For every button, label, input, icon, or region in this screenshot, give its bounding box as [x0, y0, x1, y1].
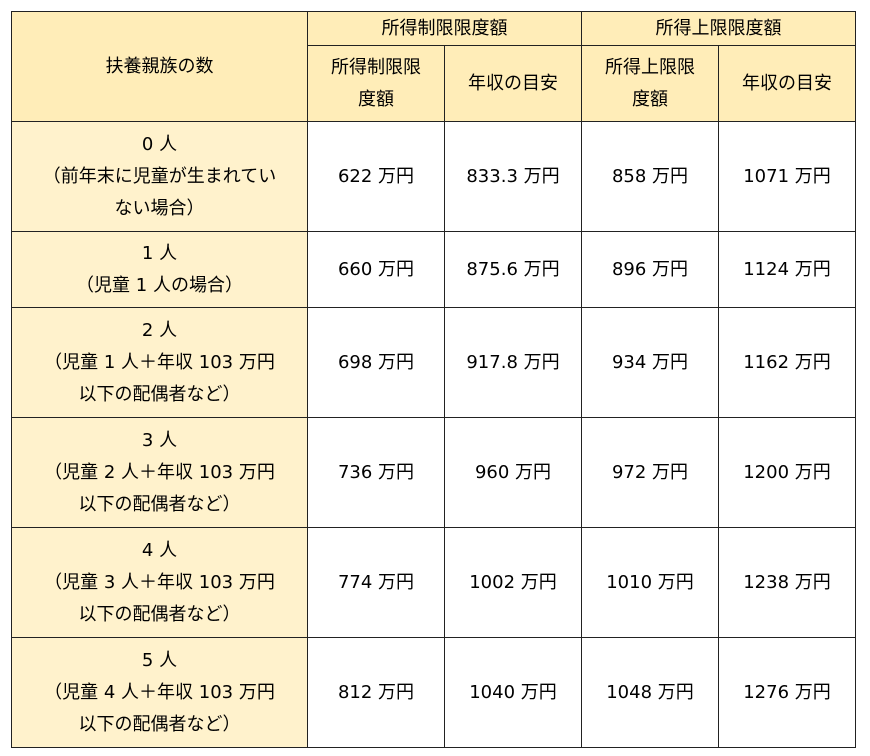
row-label-line: （児童 4 人＋年収 103 万円	[44, 681, 275, 703]
table-row: 1 人 （児童 1 人の場合） 660 万円 875.6 万円 896 万円 1…	[11, 231, 856, 308]
row-label-line: （児童 1 人＋年収 103 万円	[44, 351, 275, 373]
cell-annual-income: 1040 万円	[444, 637, 582, 748]
subheader-upper-limit-amount: 所得上限限 度額	[581, 45, 719, 122]
table-row: 0 人 （前年末に児童が生まれてい ない場合） 622 万円 833.3 万円 …	[11, 121, 856, 232]
cell-income-limit: 660 万円	[307, 231, 445, 308]
cell-annual-income: 917.8 万円	[444, 307, 582, 418]
cell-income-limit: 774 万円	[307, 527, 445, 638]
row-label: 2 人 （児童 1 人＋年収 103 万円 以下の配偶者など）	[11, 307, 308, 418]
cell-annual-income-upper: 1124 万円	[718, 231, 856, 308]
cell-annual-income-upper: 1200 万円	[718, 417, 856, 528]
header-income-limit: 所得制限限度額	[307, 11, 582, 46]
cell-income-limit: 812 万円	[307, 637, 445, 748]
subheader-line: 所得制限限	[331, 56, 421, 78]
cell-annual-income: 875.6 万円	[444, 231, 582, 308]
row-label-line: 1 人	[141, 242, 178, 264]
table-row: 5 人 （児童 4 人＋年収 103 万円 以下の配偶者など） 812 万円 1…	[11, 637, 856, 748]
row-label-line: （児童 2 人＋年収 103 万円	[44, 461, 275, 483]
row-label-line: ない場合）	[114, 197, 205, 219]
header-dependents-count: 扶養親族の数	[11, 11, 308, 122]
row-label-line: 2 人	[141, 319, 178, 341]
income-limit-table-wrapper: 扶養親族の数 所得制限限度額 所得上限限度額 所得制限限 度額 年収の目安 所得…	[11, 11, 856, 748]
row-label-line: 4 人	[141, 539, 178, 561]
cell-income-limit: 622 万円	[307, 121, 445, 232]
cell-annual-income-upper: 1238 万円	[718, 527, 856, 638]
row-label-line: 5 人	[141, 649, 178, 671]
subheader-line: 所得上限限	[605, 56, 695, 78]
cell-annual-income: 833.3 万円	[444, 121, 582, 232]
header-income-upper-limit: 所得上限限度額	[581, 11, 856, 46]
subheader-income-limit-amount: 所得制限限 度額	[307, 45, 445, 122]
row-label: 3 人 （児童 2 人＋年収 103 万円 以下の配偶者など）	[11, 417, 308, 528]
cell-upper-limit: 858 万円	[581, 121, 719, 232]
row-label-line: （前年末に児童が生まれてい	[42, 165, 277, 187]
cell-annual-income: 1002 万円	[444, 527, 582, 638]
cell-upper-limit: 934 万円	[581, 307, 719, 418]
row-label: 1 人 （児童 1 人の場合）	[11, 231, 308, 308]
subheader-annual-income-estimate-2: 年収の目安	[718, 45, 856, 122]
row-label: 5 人 （児童 4 人＋年収 103 万円 以下の配偶者など）	[11, 637, 308, 748]
cell-upper-limit: 1010 万円	[581, 527, 719, 638]
cell-annual-income-upper: 1162 万円	[718, 307, 856, 418]
header-row-groups: 扶養親族の数 所得制限限度額 所得上限限度額	[11, 11, 856, 122]
table-row: 2 人 （児童 1 人＋年収 103 万円 以下の配偶者など） 698 万円 9…	[11, 307, 856, 418]
subheader-line: 度額	[632, 88, 668, 110]
table-row: 3 人 （児童 2 人＋年収 103 万円 以下の配偶者など） 736 万円 9…	[11, 417, 856, 528]
subheader-line: 度額	[358, 88, 394, 110]
cell-income-limit: 736 万円	[307, 417, 445, 528]
cell-upper-limit: 896 万円	[581, 231, 719, 308]
row-label-line: 以下の配偶者など）	[78, 493, 241, 515]
row-label-line: 以下の配偶者など）	[78, 713, 241, 735]
cell-annual-income-upper: 1276 万円	[718, 637, 856, 748]
cell-upper-limit: 972 万円	[581, 417, 719, 528]
row-label-line: 3 人	[141, 429, 178, 451]
row-label: 0 人 （前年末に児童が生まれてい ない場合）	[11, 121, 308, 232]
row-label: 4 人 （児童 3 人＋年収 103 万円 以下の配偶者など）	[11, 527, 308, 638]
subheader-annual-income-estimate: 年収の目安	[444, 45, 582, 122]
row-label-line: （児童 3 人＋年収 103 万円	[44, 571, 275, 593]
income-limit-table: 扶養親族の数 所得制限限度額 所得上限限度額 所得制限限 度額 年収の目安 所得…	[11, 11, 856, 748]
header-row-subcolumns: 所得制限限 度額 年収の目安 所得上限限 度額 年収の目安	[12, 45, 856, 122]
cell-income-limit: 698 万円	[307, 307, 445, 418]
table-row: 4 人 （児童 3 人＋年収 103 万円 以下の配偶者など） 774 万円 1…	[11, 527, 856, 638]
row-label-line: 以下の配偶者など）	[78, 383, 241, 405]
cell-upper-limit: 1048 万円	[581, 637, 719, 748]
row-label-line: （児童 1 人の場合）	[76, 274, 243, 296]
row-label-line: 以下の配偶者など）	[78, 603, 241, 625]
cell-annual-income: 960 万円	[444, 417, 582, 528]
row-label-line: 0 人	[141, 133, 178, 155]
cell-annual-income-upper: 1071 万円	[718, 121, 856, 232]
